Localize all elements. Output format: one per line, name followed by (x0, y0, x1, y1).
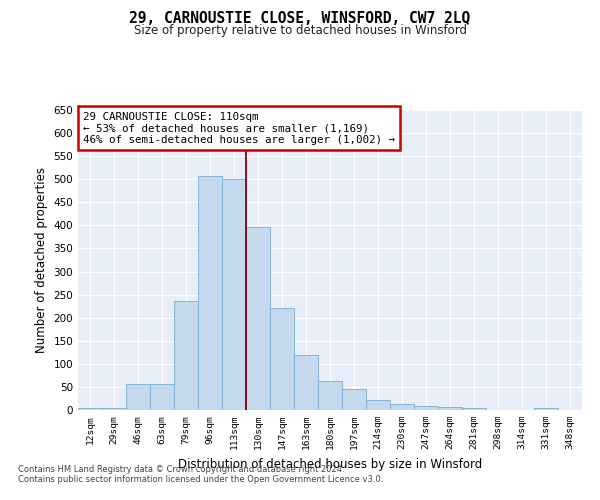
Bar (438, 407, 462, 410)
Y-axis label: Number of detached properties: Number of detached properties (35, 167, 48, 353)
Bar (462, 408, 486, 410)
Bar (78, 408, 102, 410)
Bar (414, 406, 438, 410)
Bar (126, 384, 150, 410)
Bar (534, 408, 558, 410)
Bar (366, 400, 390, 410)
Text: 29 CARNOUSTIE CLOSE: 110sqm
← 53% of detached houses are smaller (1,169)
46% of : 29 CARNOUSTIE CLOSE: 110sqm ← 53% of det… (83, 112, 395, 144)
Bar (342, 389, 366, 410)
Bar (294, 354, 318, 410)
Bar (102, 408, 126, 410)
Text: Size of property relative to detached houses in Winsford: Size of property relative to detached ho… (133, 24, 467, 37)
Bar (150, 384, 174, 410)
Bar (222, 179, 246, 410)
Text: Contains public sector information licensed under the Open Government Licence v3: Contains public sector information licen… (18, 474, 383, 484)
Bar (270, 308, 294, 410)
Text: 29, CARNOUSTIE CLOSE, WINSFORD, CW7 2LQ: 29, CARNOUSTIE CLOSE, WINSFORD, CW7 2LQ (130, 11, 470, 26)
X-axis label: Distribution of detached houses by size in Winsford: Distribution of detached houses by size … (178, 458, 482, 470)
Bar (318, 382, 342, 410)
Bar (390, 404, 414, 410)
Bar (246, 227, 270, 410)
Bar (198, 176, 222, 410)
Text: Contains HM Land Registry data © Crown copyright and database right 2024.: Contains HM Land Registry data © Crown c… (18, 465, 344, 474)
Bar (174, 300, 198, 410)
